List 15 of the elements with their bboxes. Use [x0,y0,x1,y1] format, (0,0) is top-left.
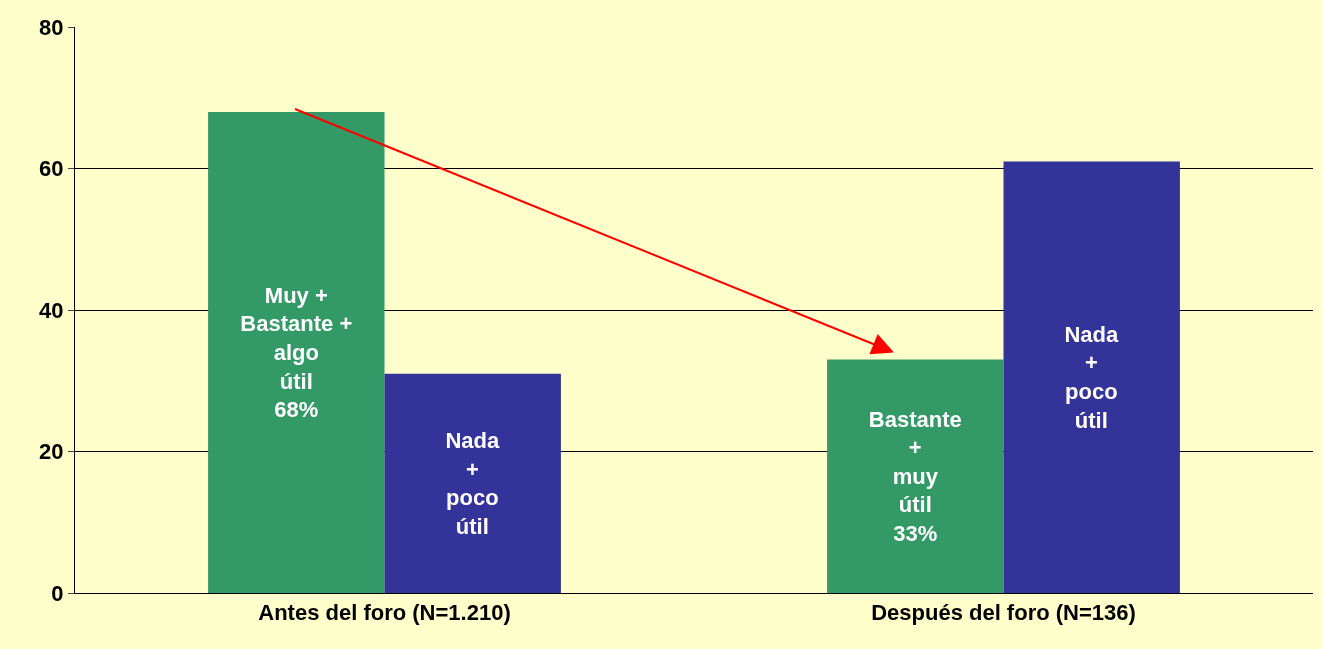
bar [827,359,1004,593]
data-label: Bastante + muy útil 33% [868,406,962,546]
y-tick-label: 60 [39,156,64,182]
bar [1003,161,1180,593]
bar [384,373,561,593]
y-tick-label: 40 [39,297,64,323]
y-tick-label: 0 [51,580,64,606]
y-tick-label: 20 [39,439,64,465]
x-tick-label: Después del foro (N=136) [871,600,1136,626]
data-label: Nada + poco útil [445,427,500,539]
y-tick-label: 80 [39,14,64,40]
x-tick-label: Antes del foro (N=1.210) [258,600,511,626]
bar [208,111,385,593]
data-label: Nada + poco útil [1064,321,1119,433]
data-label: Muy + Bastante + algo útil 68% [240,282,353,423]
